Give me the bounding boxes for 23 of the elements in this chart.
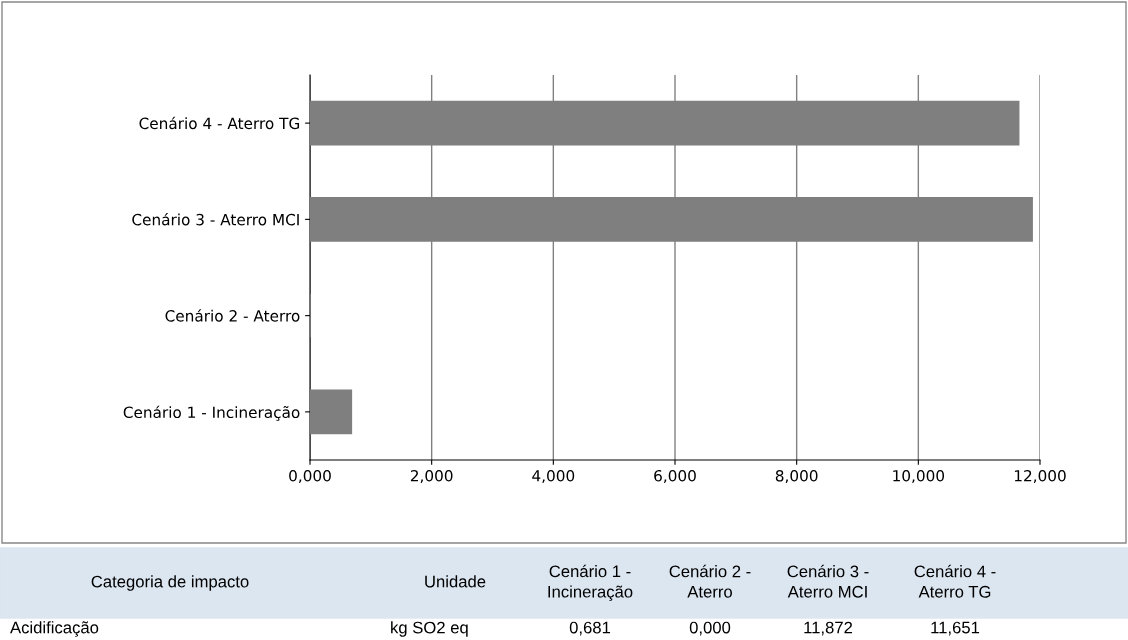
x-tick-label: 10,000: [893, 469, 945, 484]
category-label: Cenário 1 - Incineração: [548, 564, 633, 601]
text: 11,651: [931, 621, 980, 636]
text: Acidificação: [10, 621, 99, 637]
y-tick-label: Cenário 4 - Aterro TG: [139, 116, 300, 130]
y-tick-label: Cenário 3 - Aterro MCI: [132, 212, 299, 226]
text: Unidade: [425, 575, 486, 588]
text: kg SO2 eq: [391, 621, 468, 637]
x-tick-label: 8,000: [775, 469, 818, 484]
y-tick-label: Cenário 1 - Incineração: [123, 405, 300, 421]
category-label: Cenário 3 - Aterro MCI: [787, 564, 869, 598]
text: 11,872: [804, 621, 853, 636]
text: 0,681: [569, 621, 611, 636]
category-label: Cenário 2 - Aterro: [669, 564, 751, 598]
text: Categoria de impacto: [91, 575, 249, 591]
x-tick-label: 0,000: [289, 469, 331, 484]
x-tick-label: 2,000: [410, 469, 453, 484]
x-tick-label: 6,000: [654, 469, 696, 484]
text: 0,000: [689, 621, 731, 636]
y-tick-label: Cenário 2 - Aterro: [165, 309, 300, 322]
x-tick-label: 12,000: [1014, 469, 1066, 484]
x-tick-label: 4,000: [532, 469, 575, 484]
category-label: Cenário 4 - Aterro TG: [914, 564, 996, 598]
